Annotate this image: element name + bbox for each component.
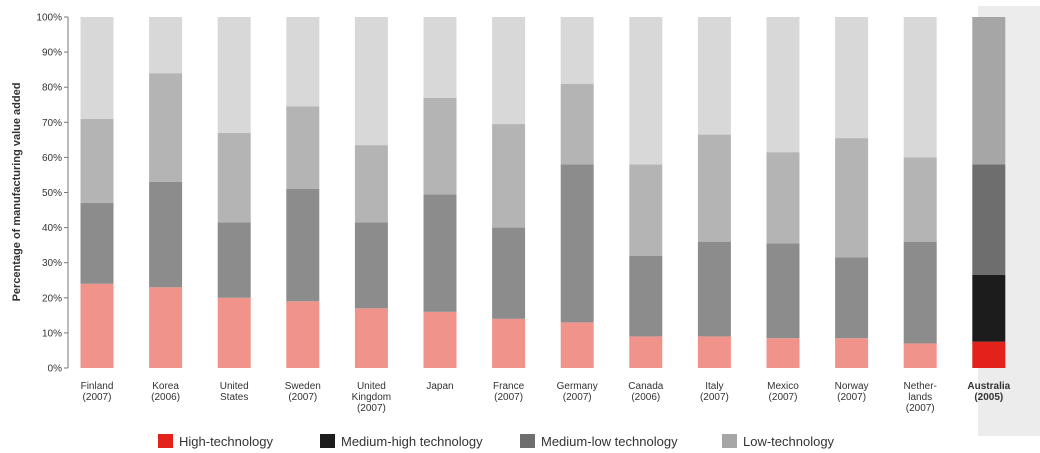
- x-category-label: Sweden (2007): [285, 381, 321, 403]
- bar-segment: [354, 145, 388, 223]
- bar-segment: [903, 343, 937, 368]
- bar-segment: [217, 297, 251, 368]
- bar-segment: [492, 124, 526, 228]
- x-category-label: Norway (2007): [835, 381, 869, 403]
- bar-segment-remainder: [217, 17, 251, 133]
- bar-segment: [835, 338, 869, 368]
- bar-segment: [972, 164, 1006, 275]
- bar-segment: [560, 164, 594, 323]
- x-category-label: Australia (2005): [967, 381, 1010, 403]
- bar-segment: [423, 194, 457, 312]
- legend-swatch: [320, 434, 335, 448]
- x-category-label: Nether-lands (2007): [904, 381, 937, 414]
- bar-segment: [80, 118, 114, 204]
- y-tick-label: 90%: [42, 48, 62, 59]
- bar-segment: [766, 152, 800, 244]
- y-tick-label: 70%: [42, 118, 62, 129]
- bar-segment: [629, 336, 663, 368]
- x-category-label: Korea (2006): [151, 381, 180, 403]
- x-category-label: Germany (2007): [557, 381, 598, 403]
- bar-segment: [766, 338, 800, 368]
- bar-segment: [354, 308, 388, 368]
- legend-label: High-technology: [179, 434, 273, 449]
- bar-segment: [629, 164, 663, 256]
- y-tick-label: 80%: [42, 83, 62, 94]
- x-category-label: Finland (2007): [81, 381, 114, 403]
- y-tick-label: 40%: [42, 223, 62, 234]
- bar-segment: [629, 255, 663, 337]
- bar-segment: [835, 257, 869, 339]
- bar-segment: [149, 181, 183, 288]
- bar-segment: [286, 188, 320, 302]
- bar-segment-remainder: [835, 17, 869, 139]
- bar-segment: [423, 97, 457, 195]
- x-category-label: Japan: [426, 381, 453, 392]
- y-tick-label: 0%: [48, 364, 63, 375]
- bar-segment-remainder: [629, 17, 663, 165]
- x-category-label: Mexico (2007): [767, 381, 799, 403]
- bar-segment: [972, 341, 1006, 368]
- y-tick-label: 30%: [42, 258, 62, 269]
- y-tick-label: 100%: [36, 13, 62, 24]
- bar-segment: [149, 73, 183, 182]
- bar-segment-remainder: [286, 17, 320, 107]
- bar-segment-remainder: [560, 17, 594, 84]
- bar-segment: [80, 203, 114, 284]
- x-category-label: Canada (2006): [628, 381, 663, 403]
- bar-segment: [697, 336, 731, 368]
- bar-segment: [217, 222, 251, 298]
- bar-segment: [80, 283, 114, 368]
- legend-swatch: [722, 434, 737, 448]
- bar-segment: [835, 138, 869, 258]
- y-axis-label: Percentage of manufacturing value added: [11, 83, 23, 302]
- bar-segment: [697, 134, 731, 242]
- bar-segment: [560, 322, 594, 368]
- x-category-label: Italy (2007): [700, 381, 729, 403]
- legend-label: Medium-low technology: [541, 434, 678, 449]
- bar-segment-remainder: [149, 17, 183, 74]
- bar-segment: [972, 17, 1006, 165]
- bar-segment: [149, 287, 183, 368]
- x-category-label: France (2007): [493, 381, 525, 403]
- bar-segment-remainder: [354, 17, 388, 146]
- bar-segment-remainder: [492, 17, 526, 125]
- bar-segment-remainder: [903, 17, 937, 158]
- bar-segment-remainder: [80, 17, 114, 119]
- y-tick-label: 20%: [42, 293, 62, 304]
- bar-segment: [903, 157, 937, 242]
- bar-segment: [217, 132, 251, 223]
- legend-label: Medium-high technology: [341, 434, 483, 449]
- legend-swatch: [520, 434, 535, 448]
- bar-segment: [492, 318, 526, 368]
- y-tick-label: 50%: [42, 188, 62, 199]
- bar-segment: [697, 241, 731, 337]
- x-category-label: United Kingdom (2007): [352, 381, 391, 414]
- y-tick-label: 60%: [42, 153, 62, 164]
- bar-segment: [286, 301, 320, 368]
- bar-segment: [766, 243, 800, 339]
- bar-segment-remainder: [697, 17, 731, 135]
- bar-segment-remainder: [423, 17, 457, 98]
- x-category-label: United States: [220, 381, 249, 403]
- y-tick-label: 10%: [42, 328, 62, 339]
- bar-segment: [286, 106, 320, 189]
- bar-segment: [972, 274, 1006, 342]
- legend-label: Low-technology: [743, 434, 835, 449]
- bar-segment: [492, 227, 526, 319]
- bar-segment: [354, 222, 388, 309]
- bar-segment: [903, 241, 937, 344]
- bar-segment: [423, 311, 457, 368]
- bar-segment: [560, 83, 594, 165]
- legend-swatch: [158, 434, 173, 448]
- bar-segment-remainder: [766, 17, 800, 153]
